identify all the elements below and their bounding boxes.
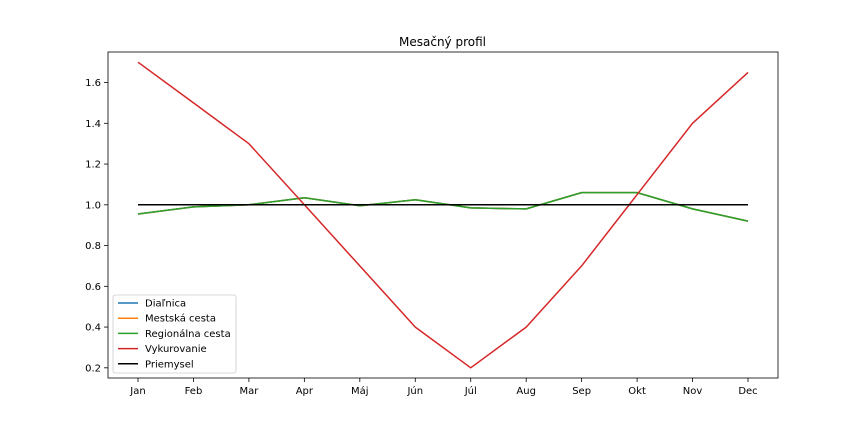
x-tick-label: Okt <box>628 386 646 397</box>
legend-label-dialnica: Diaľnica <box>145 299 186 310</box>
legend-label-regionalna-cesta: Regionálna cesta <box>145 328 231 340</box>
y-tick-label: 0.6 <box>85 282 101 293</box>
y-tick-label: 0.4 <box>85 323 101 334</box>
x-tick-label: Júl <box>464 385 477 397</box>
x-tick-label: Dec <box>738 386 757 397</box>
x-axis: Jan Feb Mar Apr Máj Jún Júl Aug Sep Okt Nov Dec <box>129 378 758 397</box>
y-tick-label: 0.8 <box>85 241 101 252</box>
y-tick-label: 1.2 <box>85 160 101 171</box>
x-tick-label: Máj <box>351 385 369 397</box>
y-tick-label: 1.4 <box>85 119 101 130</box>
x-tick-label: Sep <box>572 386 591 397</box>
y-tick-label: 1.6 <box>85 78 101 89</box>
x-tick-label: Mar <box>239 386 259 397</box>
x-tick-label: Feb <box>185 386 203 397</box>
legend-label-vykurovanie: Vykurovanie <box>145 344 207 355</box>
legend-label-priemysel: Priemysel <box>145 359 194 370</box>
x-tick-label: Nov <box>683 386 703 397</box>
x-tick-label: Jan <box>129 386 145 397</box>
legend: Diaľnica Mestská cesta Regionálna cesta Vyk… <box>112 294 237 374</box>
plot-frame <box>107 51 779 379</box>
y-tick-label: 0.2 <box>85 363 101 374</box>
legend-label-mestska-cesta: Mestská cesta <box>145 313 216 325</box>
y-tick-label: 1.0 <box>85 200 101 211</box>
series-group <box>137 61 749 369</box>
legend-box <box>112 294 237 374</box>
chart-title: Mesačný profil <box>399 35 486 49</box>
series-line-vykurovanie <box>137 61 749 369</box>
x-tick-label: Jún <box>406 385 423 397</box>
x-tick-label: Aug <box>516 386 536 397</box>
x-tick-label: Apr <box>296 386 314 397</box>
y-axis: 0.2 0.4 0.6 0.8 1.0 1.2 1.4 1.6 <box>85 78 108 374</box>
